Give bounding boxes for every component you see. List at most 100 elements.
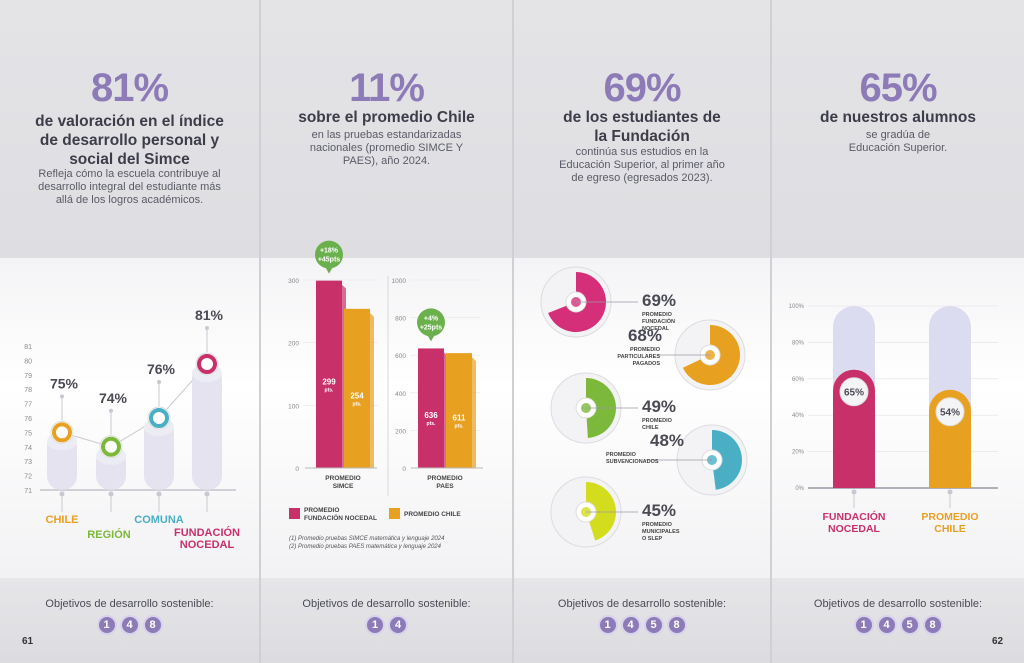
gauge-label: PROMEDIO (606, 452, 637, 458)
value-stem-dot (109, 408, 113, 413)
gauge-label: PARTICULARES (617, 354, 660, 360)
y-tick-label: 75 (24, 430, 32, 437)
y-tick-label: 78 (24, 387, 32, 394)
ods-badge: 1 (853, 615, 874, 635)
bar (446, 353, 472, 468)
bar-value-label: 611 (453, 414, 466, 423)
panel-divider (770, 0, 772, 663)
ods-label: Objetivos de desarrollo sostenible: (557, 598, 727, 610)
legend-swatch (389, 508, 400, 519)
stat-big: 81% (90, 66, 169, 110)
gauge-slice (586, 482, 616, 541)
badge-text: +18% (320, 248, 339, 255)
y-tick-label: 200 (395, 428, 406, 435)
ods-badges: 1 4 5 8 (514, 615, 770, 635)
category-stem-dot (947, 489, 953, 495)
badge-text: +25pts (420, 324, 442, 331)
bar (418, 348, 444, 468)
badge-pointer (427, 334, 435, 342)
stat-headline: de nuestros alumnos (820, 109, 976, 126)
gauge-value: 68% (628, 326, 662, 345)
y-tick-label: 0 (295, 466, 299, 473)
y-tick-label: 100% (789, 304, 805, 310)
stat-headline: de valoración en el índice de desarrollo… (35, 113, 224, 168)
x-axis-label: PROMEDIO (325, 475, 360, 482)
stat-headline: de los estudiantes de la Fundación (563, 109, 721, 145)
x-axis-label: PAES (436, 483, 454, 490)
gauge-label: PAGADOS (633, 361, 661, 367)
bar-bottom (833, 468, 875, 488)
gauge-value: 45% (642, 501, 676, 520)
gauge-label: SUBVENCIONADOS (606, 459, 659, 465)
legend-swatch (289, 508, 300, 519)
category-label: FUNDACIÓN (823, 510, 886, 523)
ods-badges: 1 4 (261, 615, 512, 635)
category-label: REGIÓN (87, 528, 130, 541)
panel-divider (259, 0, 261, 663)
y-tick-label: 400 (395, 391, 406, 398)
bar (192, 364, 222, 490)
gauge-slice (712, 430, 743, 490)
value-label: 81% (195, 307, 224, 323)
legend-label: FUNDACIÓN NOCEDAL (304, 513, 377, 522)
badge-text: +4% (424, 315, 439, 322)
stat-headline: sobre el promedio Chile (298, 109, 475, 126)
category-label: CHILE (934, 523, 966, 535)
value-stem-dot (205, 326, 209, 330)
ods-label: Objetivos de desarrollo sostenible: (45, 598, 214, 610)
gauge-label: PROMEDIO (642, 418, 673, 424)
ods-badge: 1 (597, 615, 618, 635)
bar-side (472, 357, 476, 468)
category-stem-dot (59, 491, 65, 497)
gauge-value: 48% (650, 431, 684, 450)
ods-label: Objetivos de desarrollo sostenible: (813, 598, 983, 610)
value-stem-dot (157, 380, 161, 384)
x-axis-label: PROMEDIO (427, 475, 462, 482)
bar-value-label: 299 (322, 377, 336, 386)
marker (101, 436, 121, 457)
panel-1: 81% de valoración en el índice de desarr… (0, 0, 259, 663)
ods-badge: 4 (388, 615, 408, 635)
value-stem-dot (60, 394, 64, 399)
gauge-value: 69% (642, 291, 676, 310)
y-tick-label: 79 (24, 373, 32, 380)
y-tick-label: 1000 (392, 278, 407, 285)
stat-description: continúa sus estudios en la Educación Su… (559, 146, 725, 184)
bar-value-label: 65% (844, 388, 864, 399)
bar (144, 418, 174, 490)
footnote: (1) Promedio pruebas SIMCE matemática y … (289, 536, 445, 542)
gauge-label: CHILE (642, 425, 659, 431)
value-label: 75% (50, 375, 79, 391)
marker (149, 408, 169, 428)
trend-line (61, 363, 208, 448)
badge (417, 308, 445, 337)
y-tick-label: 60% (792, 377, 805, 383)
legend-label: PROMEDIO CHILE (404, 511, 461, 518)
stat-description: Refleja cómo la escuela contribuye al de… (38, 168, 221, 206)
category-label: PROMEDIO (921, 511, 978, 523)
panel-divider (512, 0, 514, 663)
bar (344, 308, 370, 468)
ods-badges: 1 4 5 8 (772, 615, 1024, 635)
badge-pointer (325, 266, 333, 274)
panel-3: 69% de los estudiantes de la Fundación c… (514, 0, 770, 663)
chart-simce-paes: 3002001000299pts.254pts.+18%+45pts100080… (288, 240, 483, 550)
bar-value-unit: pts. (455, 424, 465, 430)
bar-value-unit: pts. (325, 387, 335, 393)
category-label: COMUNA (134, 514, 184, 526)
footnote: (2) Promedio pruebas PAES matemática y l… (289, 544, 442, 550)
page-number: 62 (992, 636, 1004, 647)
legend-label: PROMEDIO (304, 507, 339, 514)
panel-2: 11% sobre el promedio Chile en las prueb… (261, 0, 512, 663)
category-label: CHILE (46, 514, 79, 526)
y-tick-label: 76 (24, 416, 32, 423)
bar-value-unit: pts. (353, 401, 363, 407)
y-tick-label: 81 (24, 344, 32, 351)
x-axis-label: SIMCE (333, 483, 354, 490)
y-tick-label: 73 (24, 459, 32, 466)
ods-badge: 5 (643, 615, 664, 635)
ods-badge: 8 (666, 615, 687, 635)
bar-value-unit: pts. (427, 421, 437, 427)
y-tick-label: 80 (24, 358, 32, 365)
gauge-label: PROMEDIO (642, 522, 673, 528)
